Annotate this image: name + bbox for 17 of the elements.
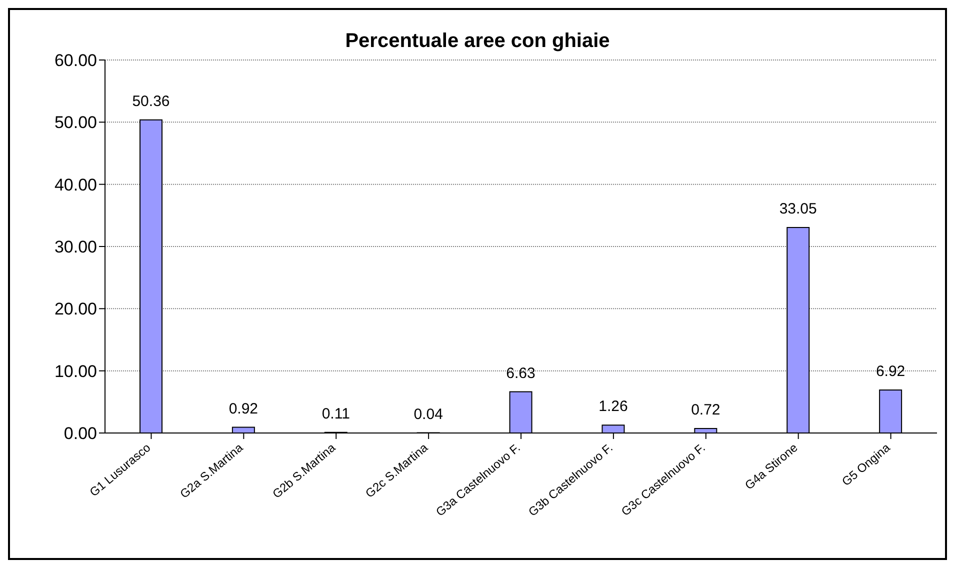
y-tick-label: 30.00	[54, 238, 97, 257]
data-label: 0.04	[414, 406, 443, 423]
data-label: 0.92	[228, 400, 258, 418]
y-tick-label: 40.00	[54, 175, 97, 194]
data-label: 50.36	[132, 92, 170, 110]
data-label: 33.05	[779, 200, 817, 218]
y-tick-label: 10.00	[54, 362, 97, 381]
y-tick-label: 20.00	[54, 300, 97, 319]
y-tick-label: 60.00	[54, 51, 97, 70]
data-label: 6.63	[506, 364, 536, 382]
data-label: 0.72	[691, 402, 720, 419]
y-tick-label: 50.00	[54, 113, 97, 132]
chart-title: Percentuale aree con ghiaie	[344, 30, 611, 53]
data-label: 0.11	[322, 405, 350, 422]
y-tick-label: 0.00	[64, 424, 97, 444]
data-label: 1.26	[598, 398, 628, 416]
data-label: 6.92	[876, 362, 906, 380]
